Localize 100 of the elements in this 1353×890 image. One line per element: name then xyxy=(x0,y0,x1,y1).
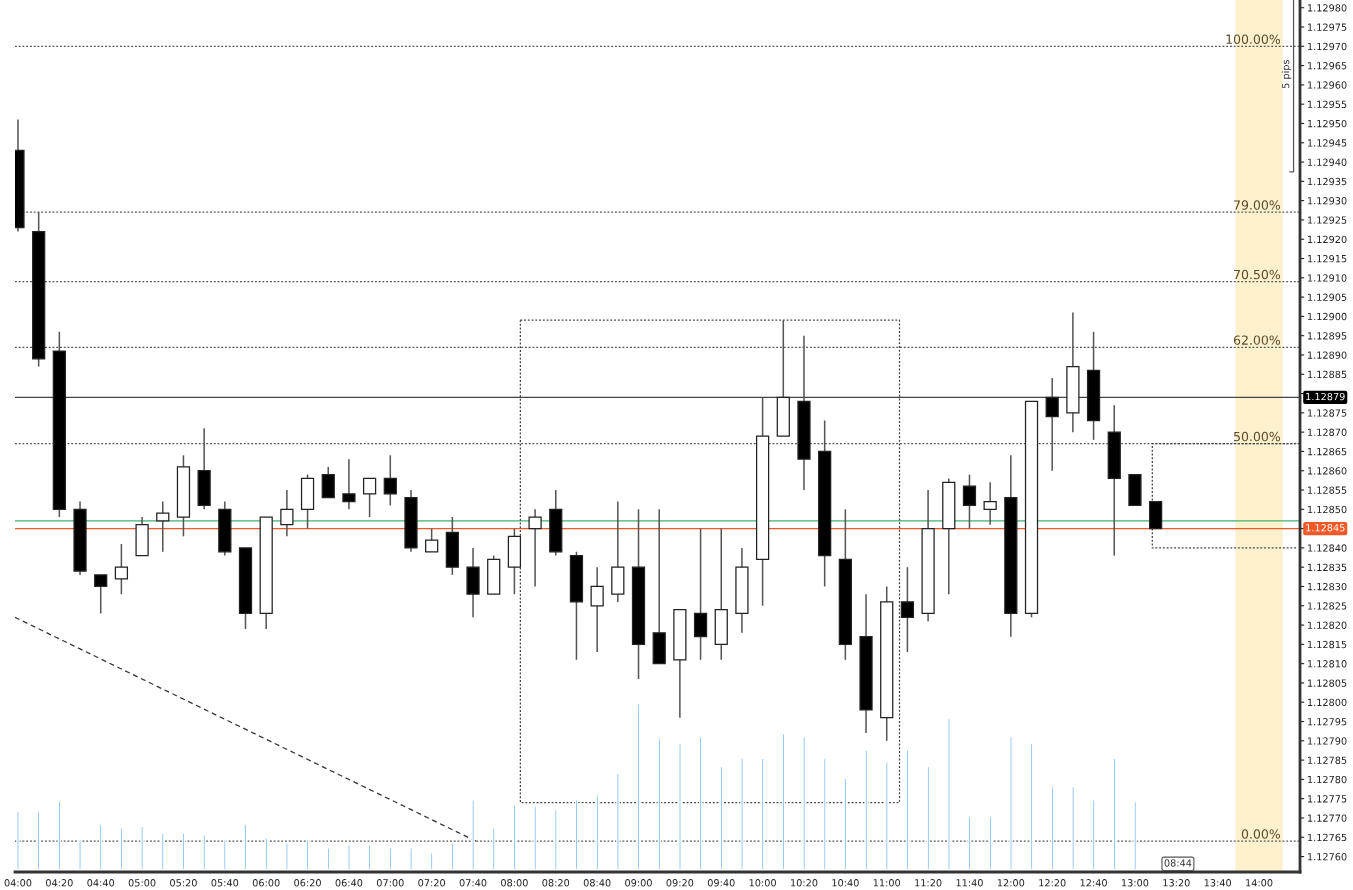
x-tick-label: 14:00 xyxy=(1246,879,1273,887)
ref-line-label: 1.12879 xyxy=(1306,392,1345,401)
x-tick-label: 09:40 xyxy=(707,879,735,887)
bar xyxy=(471,799,475,870)
bar xyxy=(740,757,744,870)
x-tick-label: 13:20 xyxy=(1163,879,1190,887)
y-tick-label: 1.12815 xyxy=(1308,640,1347,649)
y-tick-label: 1.12885 xyxy=(1308,370,1347,379)
x-tick-label: 07:20 xyxy=(418,879,446,887)
bar xyxy=(492,827,496,870)
x-tick-label: 09:00 xyxy=(625,879,652,887)
y-tick-label: 1.12935 xyxy=(1308,177,1347,186)
x-tick-label: 04:40 xyxy=(87,879,115,887)
candlestick xyxy=(590,566,604,653)
bar xyxy=(947,717,951,870)
candlestick xyxy=(321,466,335,499)
x-tick-label: 08:40 xyxy=(583,879,611,887)
y-tick-label: 1.12820 xyxy=(1308,621,1347,629)
bar xyxy=(616,772,620,870)
bar xyxy=(161,832,165,870)
x-tick-label: 09:20 xyxy=(666,879,694,887)
y-tick-label: 1.12925 xyxy=(1308,216,1347,224)
y-tick-label: 1.12855 xyxy=(1308,486,1347,494)
ref-line-label: 1.12845 xyxy=(1306,524,1345,532)
x-tick-label: 08:20 xyxy=(542,879,570,887)
bar xyxy=(285,842,289,870)
y-tick-label: 1.12850 xyxy=(1308,505,1347,514)
annotation: 50.00% xyxy=(1234,431,1281,442)
candlestick xyxy=(94,574,108,615)
y-tick-label: 1.12900 xyxy=(1308,312,1347,321)
y-tick-label: 1.12920 xyxy=(1308,235,1347,244)
x-tick-label: 04:00 xyxy=(4,879,32,887)
x-tick-label: 05:00 xyxy=(128,879,156,887)
x-tick-label: 12:40 xyxy=(1080,879,1107,887)
x-tick-label: 12:00 xyxy=(997,879,1025,887)
x-tick-label: 10:00 xyxy=(749,879,776,887)
x-tick-label: 05:40 xyxy=(211,879,239,887)
y-tick-label: 1.12905 xyxy=(1308,293,1347,301)
annotation: 08:44 xyxy=(1164,859,1192,867)
x-tick-label: 06:40 xyxy=(335,879,363,887)
annotation: 100.00% xyxy=(1226,34,1281,44)
bar xyxy=(1092,799,1096,870)
candlestick xyxy=(528,508,542,588)
bar xyxy=(347,843,351,870)
x-tick-label: 12:20 xyxy=(1039,879,1066,887)
bar xyxy=(409,847,413,870)
bar xyxy=(1009,736,1013,870)
y-tick-label: 1.12955 xyxy=(1308,100,1347,109)
candlestick xyxy=(280,489,294,538)
y-tick-label: 1.12760 xyxy=(1308,853,1347,861)
y-tick-label: 1.12790 xyxy=(1308,737,1347,745)
y-tick-label: 1.12965 xyxy=(1308,62,1347,70)
x-tick-label: 05:20 xyxy=(170,879,197,887)
candlestick xyxy=(383,454,397,507)
candlestick xyxy=(114,543,129,595)
y-tick-label: 1.12960 xyxy=(1308,81,1347,89)
bar xyxy=(864,749,868,870)
candlestick xyxy=(362,477,377,518)
x-tick-label: 10:40 xyxy=(832,879,859,887)
bar xyxy=(1071,785,1075,870)
x-tick-label: 10:20 xyxy=(791,879,818,887)
y-tick-label: 1.12940 xyxy=(1308,158,1347,166)
y-tick-label: 1.12780 xyxy=(1308,775,1347,784)
y-tick-label: 1.12840 xyxy=(1308,544,1347,552)
y-tick-label: 1.12875 xyxy=(1308,409,1347,417)
x-tick-label: 07:00 xyxy=(376,879,404,887)
bar xyxy=(678,742,682,870)
x-tick-label: 11:40 xyxy=(956,879,983,887)
y-tick-label: 1.12915 xyxy=(1308,254,1347,263)
y-tick-label: 1.12775 xyxy=(1308,795,1347,803)
bar xyxy=(202,833,206,870)
bar xyxy=(554,809,558,870)
y-tick-label: 1.12950 xyxy=(1308,119,1347,128)
x-tick-label: 13:00 xyxy=(1122,879,1149,887)
y-tick-label: 1.12910 xyxy=(1308,274,1347,282)
annotation: 5 pips xyxy=(1281,59,1292,89)
y-tick-label: 1.12810 xyxy=(1308,660,1347,668)
y-tick-label: 1.12890 xyxy=(1308,351,1347,359)
candlestick xyxy=(425,527,439,553)
bar xyxy=(140,825,144,870)
bar xyxy=(223,838,227,870)
bar xyxy=(16,810,20,870)
y-tick-label: 1.12825 xyxy=(1308,602,1347,610)
annotation: 79.00% xyxy=(1234,200,1281,210)
y-tick-label: 1.12980 xyxy=(1308,4,1347,12)
candlestick xyxy=(693,527,708,661)
y-tick-label: 1.12895 xyxy=(1308,332,1347,340)
y-tick-label: 1.12970 xyxy=(1308,42,1347,51)
x-tick-label: 04:20 xyxy=(45,879,73,887)
annotation: 62.00% xyxy=(1233,335,1281,345)
annotation: 0.00% xyxy=(1241,829,1281,839)
candlestick xyxy=(983,481,997,526)
y-tick-label: 1.12830 xyxy=(1308,582,1347,591)
bar xyxy=(1133,800,1137,870)
bar xyxy=(802,736,806,870)
y-tick-label: 1.12930 xyxy=(1308,197,1347,205)
x-tick-label: 06:00 xyxy=(252,879,280,887)
y-tick-label: 1.12860 xyxy=(1308,467,1347,475)
y-tick-label: 1.12765 xyxy=(1308,833,1347,842)
x-tick-label: 06:20 xyxy=(294,879,321,887)
